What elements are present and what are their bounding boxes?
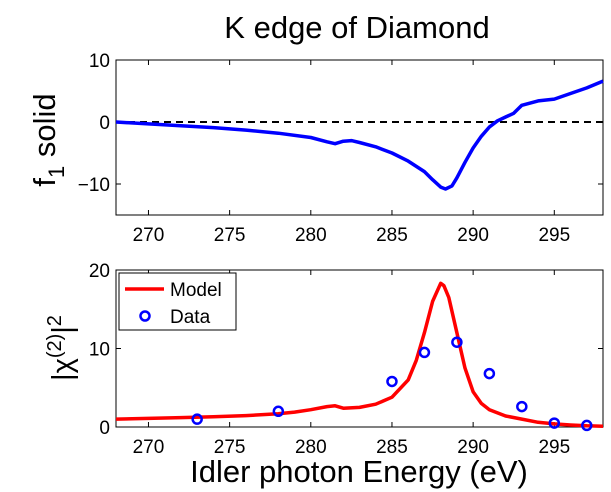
ylabel-solid: solid [27,93,62,165]
top-axes-box [115,59,604,216]
top-panel: K edge of Diamond 270 275 280 285 290 295 −10… [27,10,604,246]
x-tick-label: 290 [457,437,489,458]
ylabel-chi: |χ [47,358,79,381]
ylabel-superscript: (2) [44,334,66,358]
x-tick-label: 275 [214,225,246,246]
legend-box [118,272,237,331]
bottom-x-tick-labels: 270 275 280 285 290 295 [133,437,571,458]
data-points [191,336,593,432]
y-tick-label: 0 [99,418,110,439]
x-tick-label: 270 [133,437,165,458]
data-point [191,413,203,425]
ylabel-power: 2 [44,315,66,326]
x-axis-label: Idler photon Energy (eV) [190,454,528,489]
x-tick-label: 285 [376,225,408,246]
top-y-axis-label: f1 solid [27,93,69,186]
top-ticks [116,59,603,215]
legend-data-label: Data [170,307,211,328]
data-point [581,419,593,432]
x-tick-label: 270 [133,225,165,246]
x-tick-label: 285 [376,437,408,458]
x-tick-label: 280 [295,437,327,458]
data-point [418,346,431,359]
bottom-panel: 270 275 280 285 290 295 0 10 20 |χ(2)|2 Idler p… [44,261,604,489]
x-tick-label: 280 [295,225,327,246]
data-point [272,405,285,418]
chart-title: K edge of Diamond [224,10,489,45]
legend-model-label: Model [170,280,222,301]
data-point [386,375,398,388]
data-point [548,417,561,429]
top-x-tick-labels: 270 275 280 285 290 295 [133,225,571,246]
y-tick-label: 0 [99,113,110,134]
data-point [516,400,528,413]
data-point [451,336,463,348]
ylabel-subscript: 1 [44,166,69,178]
bottom-y-tick-labels: 0 10 20 [89,261,110,439]
x-tick-label: 295 [538,437,570,458]
y-tick-label: 20 [89,261,110,282]
legend-data-swatch [139,310,151,322]
y-tick-label: −10 [78,175,110,196]
x-tick-label: 290 [457,225,489,246]
y-tick-label: 10 [89,51,110,72]
legend: Model Data [118,272,237,331]
bottom-y-axis-label: |χ(2)|2 [44,315,79,381]
ylabel-bar: | [47,326,79,334]
y-tick-label: 10 [89,340,110,361]
f1-solid-line [115,79,604,191]
ylabel-f: f [27,178,62,187]
x-tick-label: 275 [214,437,246,458]
x-tick-label: 295 [538,225,570,246]
top-y-tick-labels: −10 0 10 [78,51,110,196]
data-point [483,367,496,380]
